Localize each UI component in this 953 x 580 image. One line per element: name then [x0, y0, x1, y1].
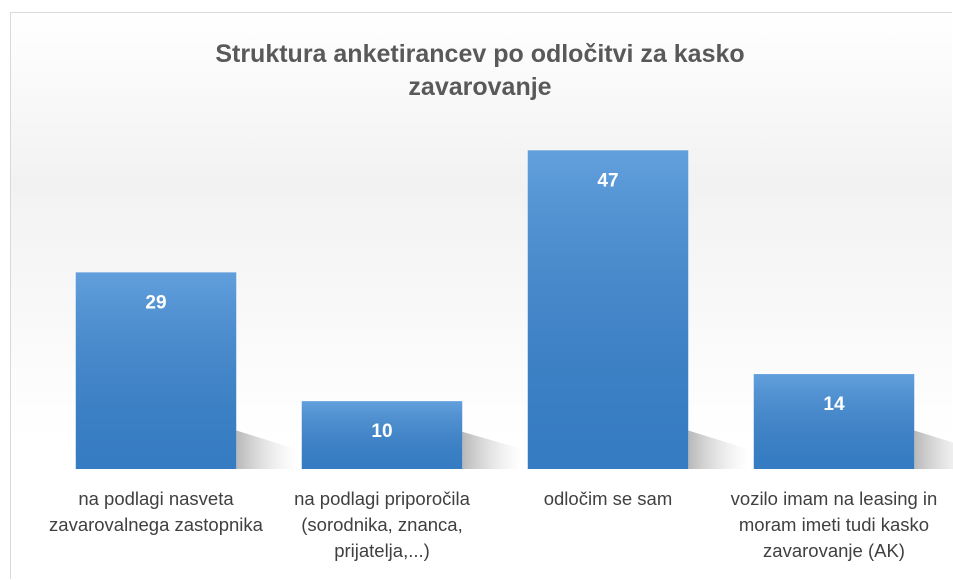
bar-shadow: [688, 430, 749, 469]
x-tick-label: vozilo imam na leasing in moram imeti tu…: [730, 488, 938, 561]
x-tick-label: na podlagi nasveta zavarovalnega zastopn…: [49, 488, 263, 535]
x-tick-label: odločim se sam: [543, 488, 673, 509]
data-label: 10: [371, 421, 392, 442]
bar-shade: [753, 374, 915, 469]
bar-shadow: [236, 430, 297, 469]
bar-shadow: [462, 431, 523, 469]
bar-shade: [527, 150, 689, 469]
data-label: 29: [145, 292, 166, 313]
bar-shade: [301, 401, 463, 469]
bar-shade: [75, 272, 237, 469]
chart-title: Struktura anketirancev po odločitvi za k…: [215, 40, 745, 101]
data-label: 14: [823, 394, 845, 415]
bar-shadow: [914, 430, 953, 469]
x-tick-label: na podlagi priporočila (sorodnika, znanc…: [294, 488, 470, 561]
data-label: 47: [597, 170, 618, 191]
